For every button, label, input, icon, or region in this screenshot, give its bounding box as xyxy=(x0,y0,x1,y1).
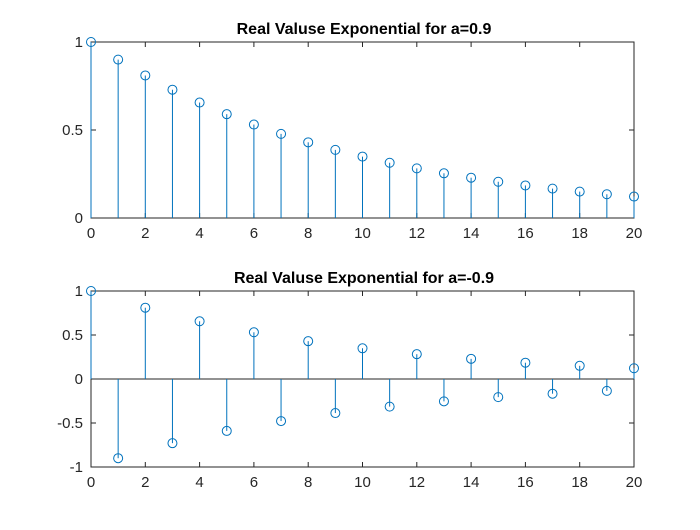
bottom-stem-marker xyxy=(547,388,558,399)
bottom-y-tick-label: 0.5 xyxy=(62,327,83,344)
top-x-tick-label: 14 xyxy=(463,225,480,242)
top-stem-marker xyxy=(140,70,151,81)
top-stem-marker xyxy=(493,176,504,187)
bottom-stem-marker xyxy=(520,357,531,368)
bottom-subplot-title: Real Valuse Exponential for a=-0.9 xyxy=(234,270,494,287)
bottom-y-tick-label: 1 xyxy=(75,283,83,300)
bottom-stem-marker xyxy=(493,392,504,403)
bottom-stem-marker xyxy=(466,353,477,364)
top-stem-marker xyxy=(357,151,368,162)
bottom-x-tick-label: 18 xyxy=(571,474,588,491)
top-stem-marker xyxy=(438,168,449,179)
top-x-tick-label: 4 xyxy=(195,225,203,242)
bottom-stem-marker xyxy=(276,416,287,427)
bottom-y-tick-label: 0 xyxy=(75,371,83,388)
bottom-subplot: Real Valuse Exponential for a=-0.9 0 2 4 6 8… xyxy=(57,270,642,491)
bottom-stem-marker xyxy=(574,360,585,371)
bottom-stem-marker xyxy=(140,302,151,313)
top-x-tick-label: 20 xyxy=(626,225,643,242)
top-x-tick-label: 0 xyxy=(87,225,95,242)
top-y-tick-label: 0 xyxy=(75,210,83,227)
bottom-x-tick-label: 8 xyxy=(304,474,312,491)
bottom-stem-marker xyxy=(330,408,341,419)
bottom-stem-marker xyxy=(357,343,368,354)
top-subplot-title: Real Valuse Exponential for a=0.9 xyxy=(237,21,492,38)
bottom-x-tick-label: 0 xyxy=(87,474,95,491)
bottom-x-tick-label: 14 xyxy=(463,474,480,491)
bottom-y-tick-label: -0.5 xyxy=(57,415,83,432)
bottom-stem-marker xyxy=(221,425,232,436)
bottom-x-tick-label: 10 xyxy=(354,474,371,491)
top-stem-marker xyxy=(547,183,558,194)
top-x-tick-label: 6 xyxy=(250,225,258,242)
bottom-stem-marker xyxy=(194,316,205,327)
bottom-stem-marker xyxy=(113,453,124,464)
top-stem-marker xyxy=(466,172,477,183)
top-x-tick-label: 8 xyxy=(304,225,312,242)
bottom-x-tick-label: 20 xyxy=(626,474,643,491)
bottom-stem-marker xyxy=(384,401,395,412)
top-stem-marker xyxy=(330,144,341,155)
top-subplot: Real Valuse Exponential for a=0.9 0 2 4 6 8 1… xyxy=(62,21,642,242)
bottom-stem-marker xyxy=(438,396,449,407)
bottom-x-tick-label: 2 xyxy=(141,474,149,491)
top-stem-marker xyxy=(629,191,639,202)
top-stem-marker xyxy=(113,54,124,65)
bottom-x-tick-label: 6 xyxy=(250,474,258,491)
bottom-stem-marker xyxy=(248,327,259,338)
top-stem-marker xyxy=(520,180,531,191)
top-x-tick-label: 18 xyxy=(571,225,588,242)
bottom-stem-marker xyxy=(86,286,96,296)
top-stem-marker xyxy=(574,186,585,197)
top-x-tick-label: 12 xyxy=(408,225,425,242)
top-stem-marker xyxy=(601,189,612,200)
bottom-stem-marker xyxy=(303,336,314,347)
top-stem-marker xyxy=(276,128,287,139)
bottom-stem-marker xyxy=(629,363,639,374)
top-stem-marker xyxy=(194,97,205,108)
top-x-tick-label: 10 xyxy=(354,225,371,242)
bottom-stem-marker xyxy=(411,349,422,360)
bottom-x-tick-label: 4 xyxy=(195,474,203,491)
top-stem-marker xyxy=(248,119,259,130)
bottom-x-tick-label: 16 xyxy=(517,474,534,491)
top-y-tick-label: 0.5 xyxy=(62,122,83,139)
bottom-stem-marker xyxy=(167,438,178,449)
top-stem-marker xyxy=(167,84,178,95)
bottom-x-tick-label: 12 xyxy=(408,474,425,491)
top-stem-marker xyxy=(221,109,232,120)
top-stem-marker xyxy=(86,37,96,47)
top-stem-marker xyxy=(411,163,422,174)
top-y-tick-label: 1 xyxy=(75,34,83,51)
bottom-y-tick-label: -1 xyxy=(70,459,83,476)
bottom-stem-marker xyxy=(601,385,612,396)
top-stem-marker xyxy=(303,137,314,148)
top-stem-marker xyxy=(384,157,395,168)
top-x-tick-label: 2 xyxy=(141,225,149,242)
top-x-tick-label: 16 xyxy=(517,225,534,242)
